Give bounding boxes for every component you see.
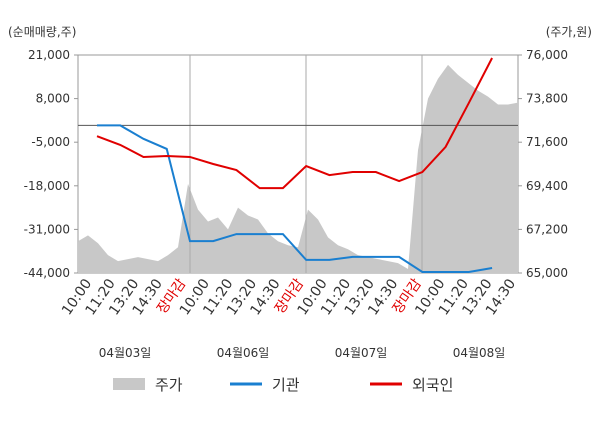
y2-tick-label: 67,200: [526, 222, 568, 236]
line-series: [97, 124, 493, 273]
y2-tick-label: 65,000: [526, 266, 568, 280]
price-area: [78, 64, 518, 273]
legend-label: 주가: [155, 376, 183, 394]
y-axis-label: (순매매량,주): [8, 25, 76, 39]
date-label: 04월03일: [99, 346, 152, 360]
y-tick-label: -31,000: [24, 222, 70, 236]
y2-axis-label: (주가,원): [546, 25, 592, 39]
date-label: 04월07일: [335, 346, 388, 360]
line-series: [96, 57, 493, 190]
y2-tick-label: 71,600: [526, 135, 568, 149]
y-tick-label: 8,000: [36, 92, 70, 106]
y-tick-label: -5,000: [31, 135, 70, 149]
y-tick-label: 21,000: [28, 48, 70, 62]
y-tick-label: -18,000: [24, 179, 70, 193]
legend-label: 외국인: [412, 376, 453, 394]
date-label: 04월06일: [217, 346, 270, 360]
legend-label: 기관: [272, 376, 300, 394]
y2-tick-label: 73,800: [526, 92, 568, 106]
date-label: 04월08일: [453, 346, 506, 360]
y2-tick-label: 76,000: [526, 48, 568, 62]
y-tick-label: -44,000: [24, 266, 70, 280]
legend-swatch: [113, 378, 145, 390]
y2-tick-label: 69,400: [526, 179, 568, 193]
